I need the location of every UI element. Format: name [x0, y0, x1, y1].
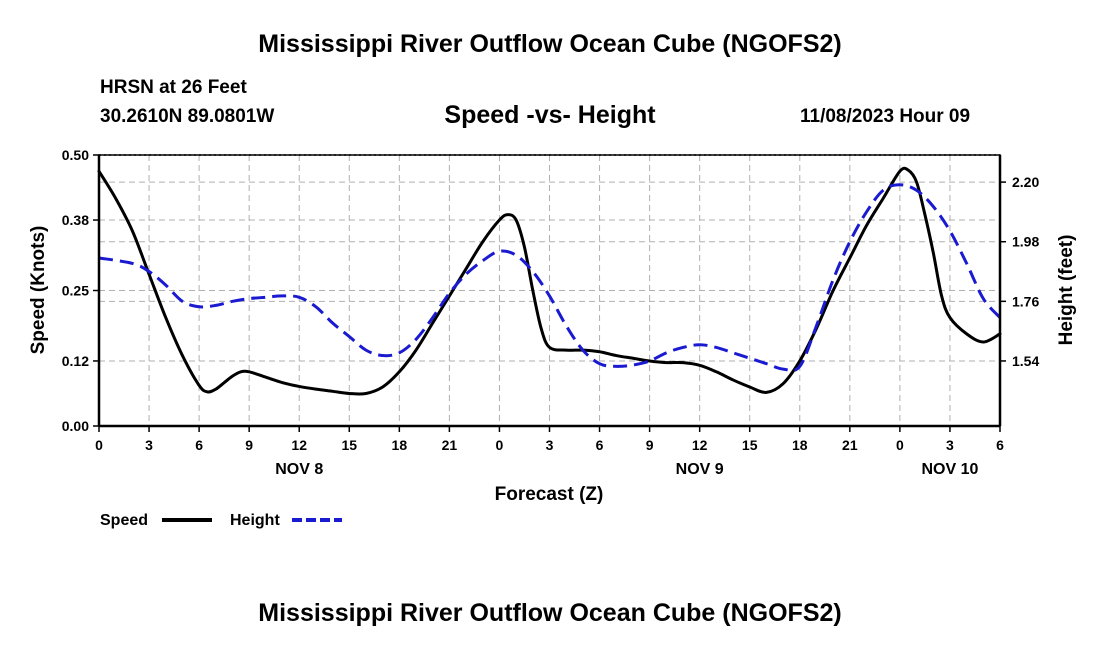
- y2-tick-label: 1.54: [1012, 353, 1039, 369]
- y-axis-label: Speed (Knots): [28, 226, 49, 355]
- x-tick-label: 3: [946, 437, 954, 453]
- x-tick-label: 0: [95, 437, 103, 453]
- y-tick-label: 0.38: [62, 212, 89, 228]
- x-tick-label: 18: [792, 437, 808, 453]
- y2-tick-label: 1.98: [1012, 234, 1039, 250]
- date-label: NOV 8: [275, 461, 323, 478]
- y2-tick-label: 1.76: [1012, 293, 1039, 309]
- x-tick-label: 6: [996, 437, 1004, 453]
- x-tick-label: 9: [245, 437, 253, 453]
- footer-title: Mississippi River Outflow Ocean Cube (NG…: [258, 599, 842, 627]
- y2-tick-label: 2.20: [1012, 174, 1039, 190]
- y-tick-label: 0.00: [62, 418, 89, 434]
- station-coordinates: 30.2610N 89.0801W: [100, 106, 275, 127]
- x-tick-label: 9: [646, 437, 654, 453]
- y-tick-label: 0.50: [62, 147, 89, 163]
- x-tick-label: 0: [496, 437, 504, 453]
- x-tick-label: 0: [896, 437, 904, 453]
- x-tick-label: 12: [291, 437, 307, 453]
- x-tick-label: 15: [742, 437, 758, 453]
- grid: [99, 155, 1000, 426]
- series-line-speed: [97, 166, 1002, 396]
- x-tick-label: 3: [546, 437, 554, 453]
- legend-speed-label: Speed: [100, 512, 148, 529]
- y-tick-label: 0.25: [62, 283, 89, 299]
- main-title: Mississippi River Outflow Ocean Cube (NG…: [258, 30, 842, 58]
- x-tick-label: 12: [692, 437, 708, 453]
- x-tick-label: 6: [596, 437, 604, 453]
- date-label: NOV 10: [921, 461, 978, 478]
- legend-height-label: Height: [230, 512, 280, 529]
- x-tick-label: 21: [442, 437, 458, 453]
- x-tick-label: 21: [842, 437, 858, 453]
- date-label: NOV 9: [676, 461, 724, 478]
- station-label: HRSN at 26 Feet: [100, 77, 247, 98]
- x-tick-label: 6: [195, 437, 203, 453]
- x-axis-label: Forecast (Z): [495, 484, 604, 505]
- legend: Speed Height: [100, 512, 342, 529]
- y-tick-label: 0.12: [62, 353, 89, 369]
- series-lines: [97, 166, 1002, 396]
- forecast-datetime: 11/08/2023 Hour 09: [800, 106, 971, 127]
- x-tick-label: 15: [341, 437, 357, 453]
- x-tick-label: 18: [392, 437, 408, 453]
- series-line-height: [98, 183, 1002, 373]
- axes: 0 3 6 9 12 15 18 21 0 3 6 9 12 15 18 21 0 3 6 0.00 0.12 0.25 0…: [62, 147, 1040, 478]
- y2-axis-label: Height (feet): [1056, 235, 1077, 346]
- x-tick-label: 3: [145, 437, 153, 453]
- chart-title: Speed -vs- Height: [444, 101, 656, 129]
